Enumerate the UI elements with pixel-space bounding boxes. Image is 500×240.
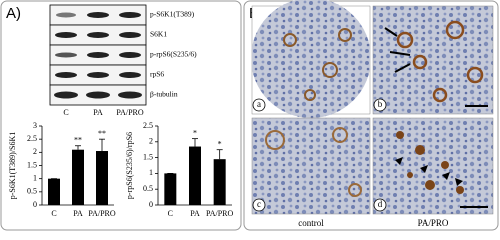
significance: ** <box>98 129 106 138</box>
y-tick-label: 2.5 <box>27 134 37 143</box>
y-axis-label: p-S6K1(T389)/S6K1 <box>8 132 17 200</box>
y-tick-label: 1.5 <box>27 160 37 169</box>
image-label-circle <box>252 198 266 212</box>
image-label: c <box>257 199 261 209</box>
blot-label: rpS6 <box>150 70 164 79</box>
blot-label: β-tubulin <box>150 90 178 99</box>
western-blot <box>49 4 147 106</box>
y-tick-label: 0.5 <box>143 184 153 193</box>
caption: control <box>298 218 324 228</box>
panel-frame <box>243 0 499 231</box>
figure: A) B) control P <box>0 0 499 231</box>
bar <box>189 146 201 205</box>
y-tick-label: 1.5 <box>143 152 153 161</box>
y-tick-label: 2 <box>33 147 37 156</box>
y-tick-label: 2 <box>149 137 153 146</box>
panel-label: A) <box>6 5 21 22</box>
x-tick-label: C <box>51 209 56 218</box>
significance: * <box>193 128 197 137</box>
bar <box>96 151 108 205</box>
micrograph <box>372 5 494 115</box>
image-label: d <box>378 199 383 209</box>
y-tick-label: 1 <box>149 168 153 177</box>
blot-label: p-S6K1(T389) <box>150 10 195 19</box>
significance: * <box>218 140 222 149</box>
image-label: a <box>257 99 261 109</box>
y-tick-label: 2.5 <box>143 121 153 130</box>
panel-frame <box>0 0 242 231</box>
bar <box>164 173 177 205</box>
bar <box>213 159 226 205</box>
image-label: b <box>378 99 383 109</box>
bar <box>48 178 60 205</box>
blot-label: S6K1 <box>150 30 167 39</box>
lane-label: PA/PRO <box>116 108 144 117</box>
x-tick-label: C <box>168 209 173 218</box>
x-tick-label: PA <box>190 209 200 218</box>
x-tick-label: PA/PRO <box>88 209 116 218</box>
blot-label: p-rpS6(S235/6) <box>150 50 197 59</box>
bar <box>72 149 84 205</box>
caption: PA/PRO <box>418 218 449 228</box>
micrograph <box>251 117 371 215</box>
image-label-circle <box>252 98 266 112</box>
significance: ** <box>74 136 82 145</box>
y-tick-label: 0 <box>33 200 37 209</box>
x-tick-label: PA/PRO <box>206 209 234 218</box>
y-tick-label: 3 <box>33 121 37 130</box>
y-axis-label: p-rpS6(S235/6)/rpS6 <box>125 132 134 199</box>
micrograph <box>372 117 494 215</box>
image-label-circle <box>373 198 387 212</box>
y-tick-label: 0 <box>149 200 153 209</box>
lane-label: C <box>63 108 68 117</box>
y-tick-label: 0.5 <box>27 187 37 196</box>
x-tick-label: PA <box>73 209 83 218</box>
micrograph <box>251 0 371 118</box>
lane-label: PA <box>93 108 103 117</box>
image-label-circle <box>373 98 387 112</box>
y-tick-label: 1 <box>33 173 37 182</box>
